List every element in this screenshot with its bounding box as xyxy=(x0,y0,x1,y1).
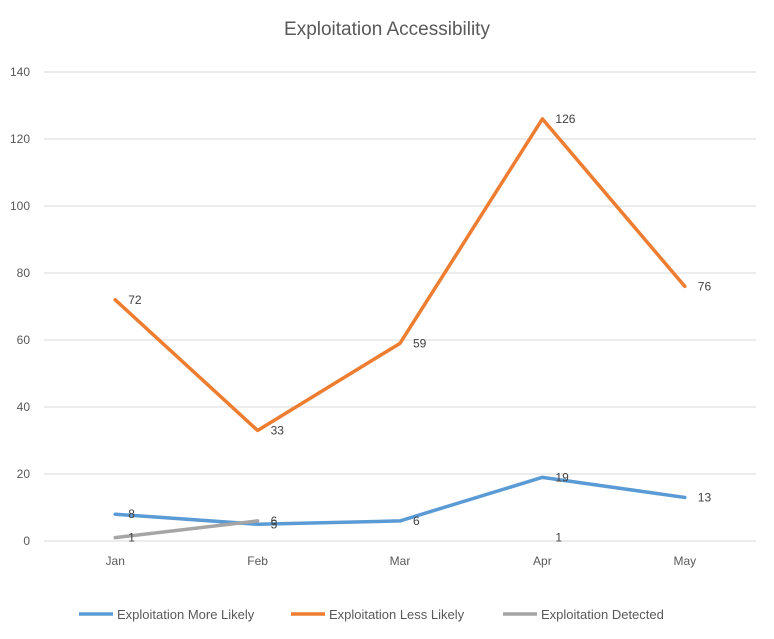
y-tick-label: 20 xyxy=(17,467,31,481)
data-label: 33 xyxy=(271,423,285,437)
grid xyxy=(44,71,756,542)
data-label: 19 xyxy=(555,470,569,484)
data-label: 59 xyxy=(413,336,427,350)
legend-label: Exploitation Detected xyxy=(541,607,664,622)
x-tick-label: Mar xyxy=(390,554,411,568)
y-tick-label: 120 xyxy=(10,132,30,146)
legend-label: Exploitation More Likely xyxy=(117,607,255,622)
y-tick-label: 40 xyxy=(17,400,31,414)
data-label: 72 xyxy=(128,293,142,307)
y-tick-label: 140 xyxy=(10,65,30,79)
chart-title: Exploitation Accessibility xyxy=(284,19,490,40)
x-tick-label: Apr xyxy=(533,554,552,568)
x-tick-label: Jan xyxy=(106,554,125,568)
y-axis: 0 20 40 60 80 100 120 140 xyxy=(10,65,30,548)
y-tick-label: 100 xyxy=(10,199,30,213)
data-label: 6 xyxy=(413,514,420,528)
data-label: 1 xyxy=(128,531,135,545)
data-label: 76 xyxy=(698,279,712,293)
y-tick-label: 0 xyxy=(23,534,30,548)
data-label: 6 xyxy=(271,514,278,528)
data-label: 8 xyxy=(128,507,135,521)
legend-label: Exploitation Less Likely xyxy=(329,607,465,622)
data-label: 13 xyxy=(698,490,712,504)
x-axis: Jan Feb Mar Apr May xyxy=(106,554,697,568)
series-line xyxy=(113,475,687,526)
data-label: 126 xyxy=(555,112,575,126)
x-tick-label: May xyxy=(673,554,696,568)
series-line xyxy=(113,519,260,540)
data-label: 5 xyxy=(271,517,278,531)
legend: Exploitation More Likely Exploitation Les… xyxy=(79,607,664,622)
data-label: 1 xyxy=(555,531,562,545)
y-tick-label: 80 xyxy=(17,266,31,280)
x-tick-label: Feb xyxy=(247,554,268,568)
y-tick-label: 60 xyxy=(17,333,31,347)
series-lines xyxy=(113,117,687,540)
series-line xyxy=(113,117,687,433)
